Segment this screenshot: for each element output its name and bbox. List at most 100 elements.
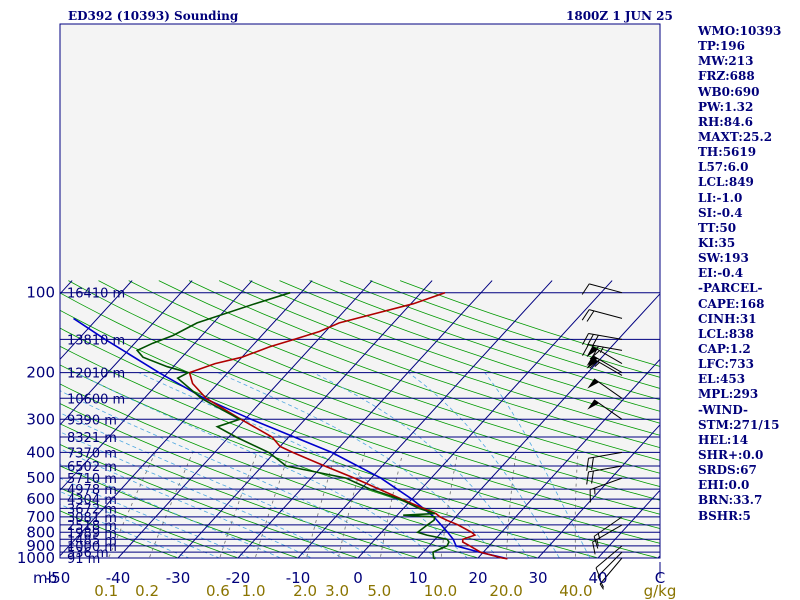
temperature-tick-label: -50 (46, 569, 71, 587)
sounding-index: MAXT:25.2 (698, 129, 773, 144)
pressure-tick-label: 500 (26, 469, 55, 487)
dewpoint-line (135, 291, 450, 560)
barb-feather (591, 457, 594, 470)
barb-feather (586, 334, 594, 346)
barb-staff (595, 545, 623, 569)
height-label: 536 m (67, 546, 109, 561)
mixing-ratio-tick-label: 5.0 (367, 582, 391, 600)
barb-half-feather (599, 583, 604, 590)
wind-barb-950 (597, 551, 623, 588)
sounding-index: KI:35 (698, 235, 736, 250)
height-label: 7370 m (67, 446, 117, 461)
height-label: 91 m (67, 552, 100, 567)
barb-pennant (587, 399, 600, 410)
mixing-ratio-tick-label: 0.1 (94, 582, 118, 600)
temperature-tick-label: -20 (226, 569, 251, 587)
dry-adiabat (60, 465, 300, 558)
mixing-ratio-line (505, 452, 517, 558)
moist-adiabat (60, 463, 282, 558)
temperature-tick-label: 40 (588, 569, 607, 587)
sounding-index: -WIND- (698, 402, 748, 417)
sounding-index: BRN:33.7 (698, 493, 763, 508)
dry-adiabat (60, 444, 360, 558)
valid-time: 1800Z 1 JUN 25 (566, 9, 673, 23)
height-label: 3081 m (67, 511, 117, 526)
mixing-ratio-tick-label: 1.0 (242, 582, 266, 600)
barb-feather (581, 283, 590, 295)
mixing-ratio-tick-label: 0.2 (135, 582, 159, 600)
sounding-index: -PARCEL- (698, 281, 763, 296)
temperature-tick-label: -40 (106, 569, 131, 587)
height-label: 16410 m (67, 287, 125, 302)
height-label: 9390 m (67, 413, 117, 428)
wind-barb-150 (582, 333, 623, 347)
barb-feather (595, 567, 602, 580)
dry-adiabat (60, 403, 480, 558)
sounding-index: SW:193 (698, 251, 749, 266)
sounding-index: EI:-0.4 (698, 266, 744, 281)
barb-staff (588, 465, 623, 473)
height-label: 5710 m (67, 472, 117, 487)
temperature-tick-label: C (655, 569, 665, 587)
wind-barb-700 (593, 516, 623, 549)
mixing-ratio-line (574, 452, 579, 558)
sounding-index: TH:5619 (698, 145, 757, 160)
wind-barb-100 (581, 283, 623, 295)
barb-staff (589, 283, 623, 294)
parcel-path-line (73, 317, 508, 560)
barb-half-feather (596, 539, 599, 546)
temperature-tick-label: 0 (353, 569, 363, 587)
barb-feather (597, 575, 605, 588)
height-label: 4304 m (67, 493, 117, 508)
temperature-tick-label: -10 (286, 569, 311, 587)
sounding-index: MW:213 (698, 54, 754, 69)
sounding-index: PW:1.32 (698, 99, 754, 114)
height-label: 13810 m (67, 333, 125, 348)
wind-barb-400 (586, 451, 623, 471)
moist-adiabat (60, 491, 221, 558)
temperature-line (188, 291, 508, 560)
sounding-index: LCL:849 (698, 175, 754, 190)
isotherm (0, 281, 12, 564)
height-label: 3672 m (67, 502, 117, 517)
wind-barb-300 (587, 399, 623, 420)
wind-barb-205 (586, 357, 623, 376)
sounding-index: SRDS:67 (698, 463, 757, 478)
sounding-index: FRZ:688 (698, 69, 755, 84)
barb-feather (581, 309, 590, 321)
barb-feather (586, 471, 589, 485)
temperature-tick-label: -30 (166, 569, 191, 587)
barb-staff (589, 477, 623, 491)
mixing-ratio-tick-label: 10.0 (424, 582, 457, 600)
pressure-tick-label: 200 (26, 364, 55, 382)
isobar-lines (59, 23, 661, 578)
barb-feather (592, 541, 596, 555)
pressure-unit-label: mb (33, 569, 57, 587)
height-label: 8321 m (67, 431, 117, 446)
height-label: 12010 m (67, 367, 125, 382)
barb-staff (588, 451, 623, 459)
moist-adiabat (312, 372, 530, 558)
pressure-tick-label: 600 (26, 490, 55, 508)
pressure-tick-label: 300 (26, 410, 55, 428)
pressure-tick-label: 1000 (17, 549, 55, 567)
barb-feather (591, 470, 594, 484)
station-title: ED392 (10393) Sounding (68, 9, 239, 23)
barb-half-feather (594, 362, 600, 367)
mixing-ratio-tick-label: 3.0 (325, 582, 349, 600)
barb-pennant (586, 346, 598, 357)
sounding-index: CAPE:168 (698, 296, 765, 311)
wind-barb-900 (595, 545, 623, 580)
moist-adiabat (60, 431, 344, 558)
temperature-tick-label: 20 (468, 569, 487, 587)
sounding-index: TT:50 (698, 220, 737, 235)
barb-feather (591, 334, 599, 347)
barb-feather (582, 344, 589, 356)
pressure-tick-label: 800 (26, 523, 55, 541)
mixing-ratio-line (254, 452, 290, 558)
barb-staff (588, 333, 623, 340)
barb-pennant (587, 378, 600, 389)
pressure-tick-label: 700 (26, 508, 55, 526)
